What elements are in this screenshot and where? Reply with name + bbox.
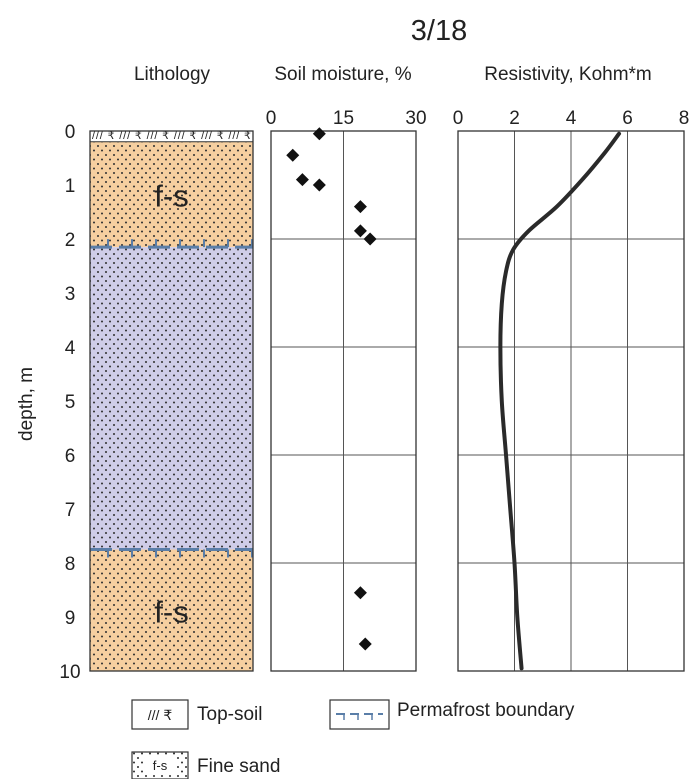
moisture-point	[353, 200, 367, 214]
layer-label: f-s	[154, 594, 188, 629]
moisture-header: Soil moisture, %	[274, 64, 411, 85]
moisture-point	[312, 178, 326, 192]
legend-permafrost-boundary: Permafrost boundary	[329, 699, 575, 730]
x-tick-label: 4	[566, 108, 577, 129]
moisture-point	[353, 224, 367, 238]
depth-tick-label: 7	[65, 500, 76, 521]
x-tick-label: 2	[509, 108, 520, 129]
x-tick-label: 6	[622, 108, 633, 129]
depth-axis-label: depth, m	[16, 367, 37, 441]
x-tick-label: 15	[333, 108, 354, 129]
legend-top-soil-swatch	[131, 699, 189, 730]
depth-tick-label: 9	[65, 608, 76, 629]
legend-fine-sand: f-s Fine sand	[131, 751, 280, 779]
depth-tick-label: 1	[65, 176, 76, 197]
moisture-point	[295, 173, 309, 187]
moisture-point	[363, 232, 377, 246]
depth-tick-label: 2	[65, 230, 76, 251]
depth-tick-label: 4	[65, 338, 76, 359]
depth-tick-label: 10	[59, 662, 80, 683]
x-tick-label: 8	[679, 108, 689, 129]
panel-frame	[457, 130, 685, 672]
depth-tick-label: 3	[65, 284, 76, 305]
top-soil-layer	[90, 131, 253, 142]
figure-title: 3/18	[411, 15, 467, 47]
x-tick-label: 0	[266, 108, 277, 129]
x-tick-label: 0	[453, 108, 464, 129]
legend-fine-sand-symbol: f-s	[153, 758, 168, 773]
legend-fine-sand-label: Fine sand	[197, 756, 280, 777]
moisture-point	[353, 586, 367, 600]
sand-layer-dots	[90, 247, 253, 550]
depth-tick-label: 0	[65, 122, 76, 143]
sand-layer-dots	[90, 141, 253, 248]
sand-layer-dots	[90, 549, 253, 671]
resistivity-header: Resistivity, Kohm*m	[484, 64, 652, 85]
panel-frame	[270, 130, 417, 672]
legend-top-soil-label: Top-soil	[197, 704, 262, 725]
top-soil-pattern: /// ₹ /// ₹ /// ₹ /// ₹ /// ₹ /// ₹	[92, 130, 251, 142]
lithology-frame	[89, 130, 254, 672]
layer-label: f-s	[154, 178, 188, 213]
lithology-header: Lithology	[134, 64, 211, 85]
moisture-point	[286, 148, 300, 162]
depth-tick-label: 5	[65, 392, 76, 413]
resistivity-line	[498, 131, 622, 671]
legend-fine-sand-label-bg	[145, 756, 175, 773]
x-tick-label: 30	[405, 108, 426, 129]
resistivity-panel: 0 2 4 6 8	[453, 108, 689, 672]
depth-tick-label: 8	[65, 554, 76, 575]
legend: /// ₹ Top-soil Permafrost boundary f-s F…	[131, 699, 575, 779]
moisture-point	[312, 127, 326, 141]
depth-tick-labels: 0 1 2 3 4 5 6 7 8 9 10	[59, 122, 80, 683]
legend-permafrost-label: Permafrost boundary	[397, 700, 575, 721]
soil-moisture-panel: 0 15 30	[266, 108, 427, 672]
legend-top-soil-symbol: /// ₹	[148, 707, 173, 723]
moisture-point	[358, 637, 372, 651]
depth-tick-label: 6	[65, 446, 76, 467]
lithology-column: /// ₹ /// ₹ /// ₹ /// ₹ /// ₹ /// ₹ f-s f-…	[89, 130, 254, 672]
legend-top-soil: /// ₹ Top-soil	[131, 699, 262, 730]
